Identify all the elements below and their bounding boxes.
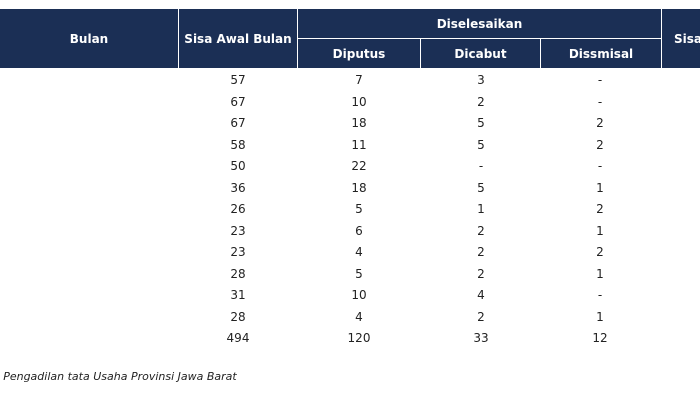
header-bulan: Bulan [0,9,178,68]
cell-dissmisal: 1 [596,309,604,324]
cell-dicabut: 5 [477,180,485,195]
cell-dicabut: 2 [477,309,485,324]
cell-sisa-awal: 28 [230,309,246,324]
cell-dissmisal: 2 [596,202,604,216]
cell-dissmisal: 1 [596,266,604,281]
cell-sisa-awal: 23 [230,245,246,259]
cell-diputus: 120 [347,331,371,345]
header-dissmisal: Dissmisal [541,39,661,68]
cell-dicabut: 33 [473,331,489,345]
cell-dissmisal: 1 [596,223,604,238]
cell-dissmisal: - [597,159,603,173]
header-sisa-akhir: Sisa [662,9,700,68]
cell-sisa-awal: 36 [230,180,246,195]
cell-sisa-awal: 28 [230,266,246,281]
source-note: : Pengadilan tata Usaha Provinsi Jawa Ba… [0,370,237,383]
cell-dicabut: 2 [477,94,485,109]
cell-sisa-awal: 67 [230,116,246,130]
cell-dicabut: 5 [477,116,485,130]
cell-dicabut: 5 [477,137,485,152]
cell-dissmisal: 2 [596,116,604,130]
cell-dicabut: 2 [477,223,485,238]
cell-dicabut: 2 [477,266,485,281]
cell-dicabut: 2 [477,245,485,259]
cell-dissmisal: - [597,73,603,87]
cell-dissmisal: 1 [596,180,604,195]
cell-diputus: 18 [351,116,367,130]
cell-dicabut: 4 [477,288,485,302]
cell-diputus: 18 [351,180,367,195]
cell-diputus: 10 [351,94,367,109]
cell-sisa-awal: 67 [230,94,246,109]
cell-dicabut: - [478,159,484,173]
cell-diputus: 6 [355,223,363,238]
cell-sisa-awal: 23 [230,223,246,238]
cell-dissmisal: - [597,288,603,302]
cell-diputus: 4 [355,309,363,324]
cell-sisa-awal: 57 [230,73,246,87]
cell-dissmisal: - [597,94,603,109]
cell-dicabut: 1 [477,202,485,216]
header-diputus: Diputus [298,39,420,68]
cell-sisa-awal: 26 [230,202,246,216]
cell-sisa-awal: 494 [226,331,250,345]
cell-sisa-awal: 31 [230,288,246,302]
cell-diputus: 7 [355,73,363,87]
cell-sisa-awal: 58 [230,137,246,152]
cell-dissmisal: 2 [596,137,604,152]
cell-diputus: 22 [351,159,367,173]
cell-sisa-awal: 50 [230,159,246,173]
cell-diputus: 5 [355,202,363,216]
cell-diputus: 10 [351,288,367,302]
header-dicabut: Dicabut [421,39,540,68]
header-diselesaikan: Diselesaikan [298,9,661,38]
cell-dicabut: 3 [477,73,485,87]
cell-diputus: 11 [351,137,367,152]
cell-diputus: 4 [355,245,363,259]
cell-diputus: 5 [355,266,363,281]
cell-dissmisal: 12 [592,331,608,345]
header-sisa-awal: Sisa Awal Bulan [179,9,297,68]
cell-dissmisal: 2 [596,245,604,259]
